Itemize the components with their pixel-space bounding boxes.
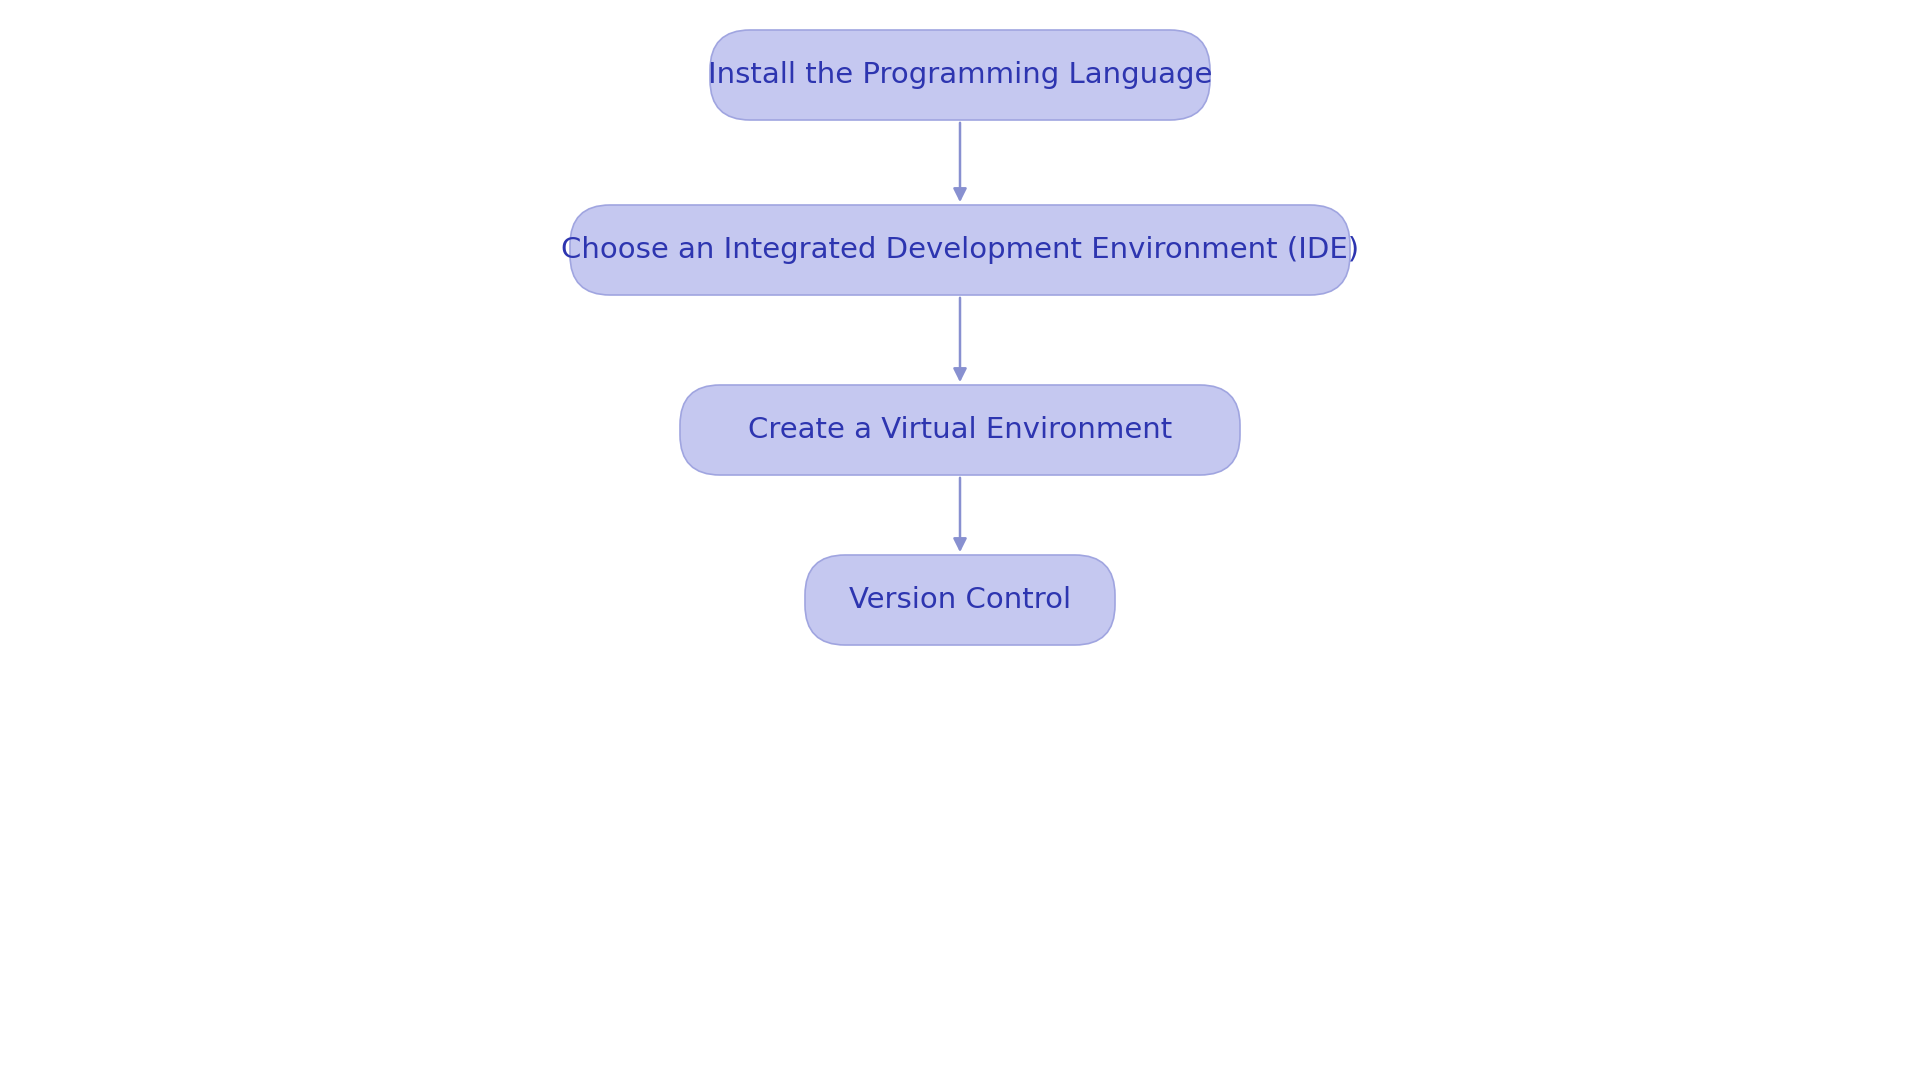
FancyBboxPatch shape	[680, 384, 1240, 475]
Text: Create a Virtual Environment: Create a Virtual Environment	[749, 416, 1171, 444]
Text: Install the Programming Language: Install the Programming Language	[708, 61, 1212, 89]
FancyBboxPatch shape	[570, 205, 1350, 295]
Text: Version Control: Version Control	[849, 586, 1071, 614]
Text: Choose an Integrated Development Environment (IDE): Choose an Integrated Development Environ…	[561, 236, 1359, 264]
FancyBboxPatch shape	[710, 30, 1210, 120]
FancyBboxPatch shape	[804, 554, 1116, 645]
